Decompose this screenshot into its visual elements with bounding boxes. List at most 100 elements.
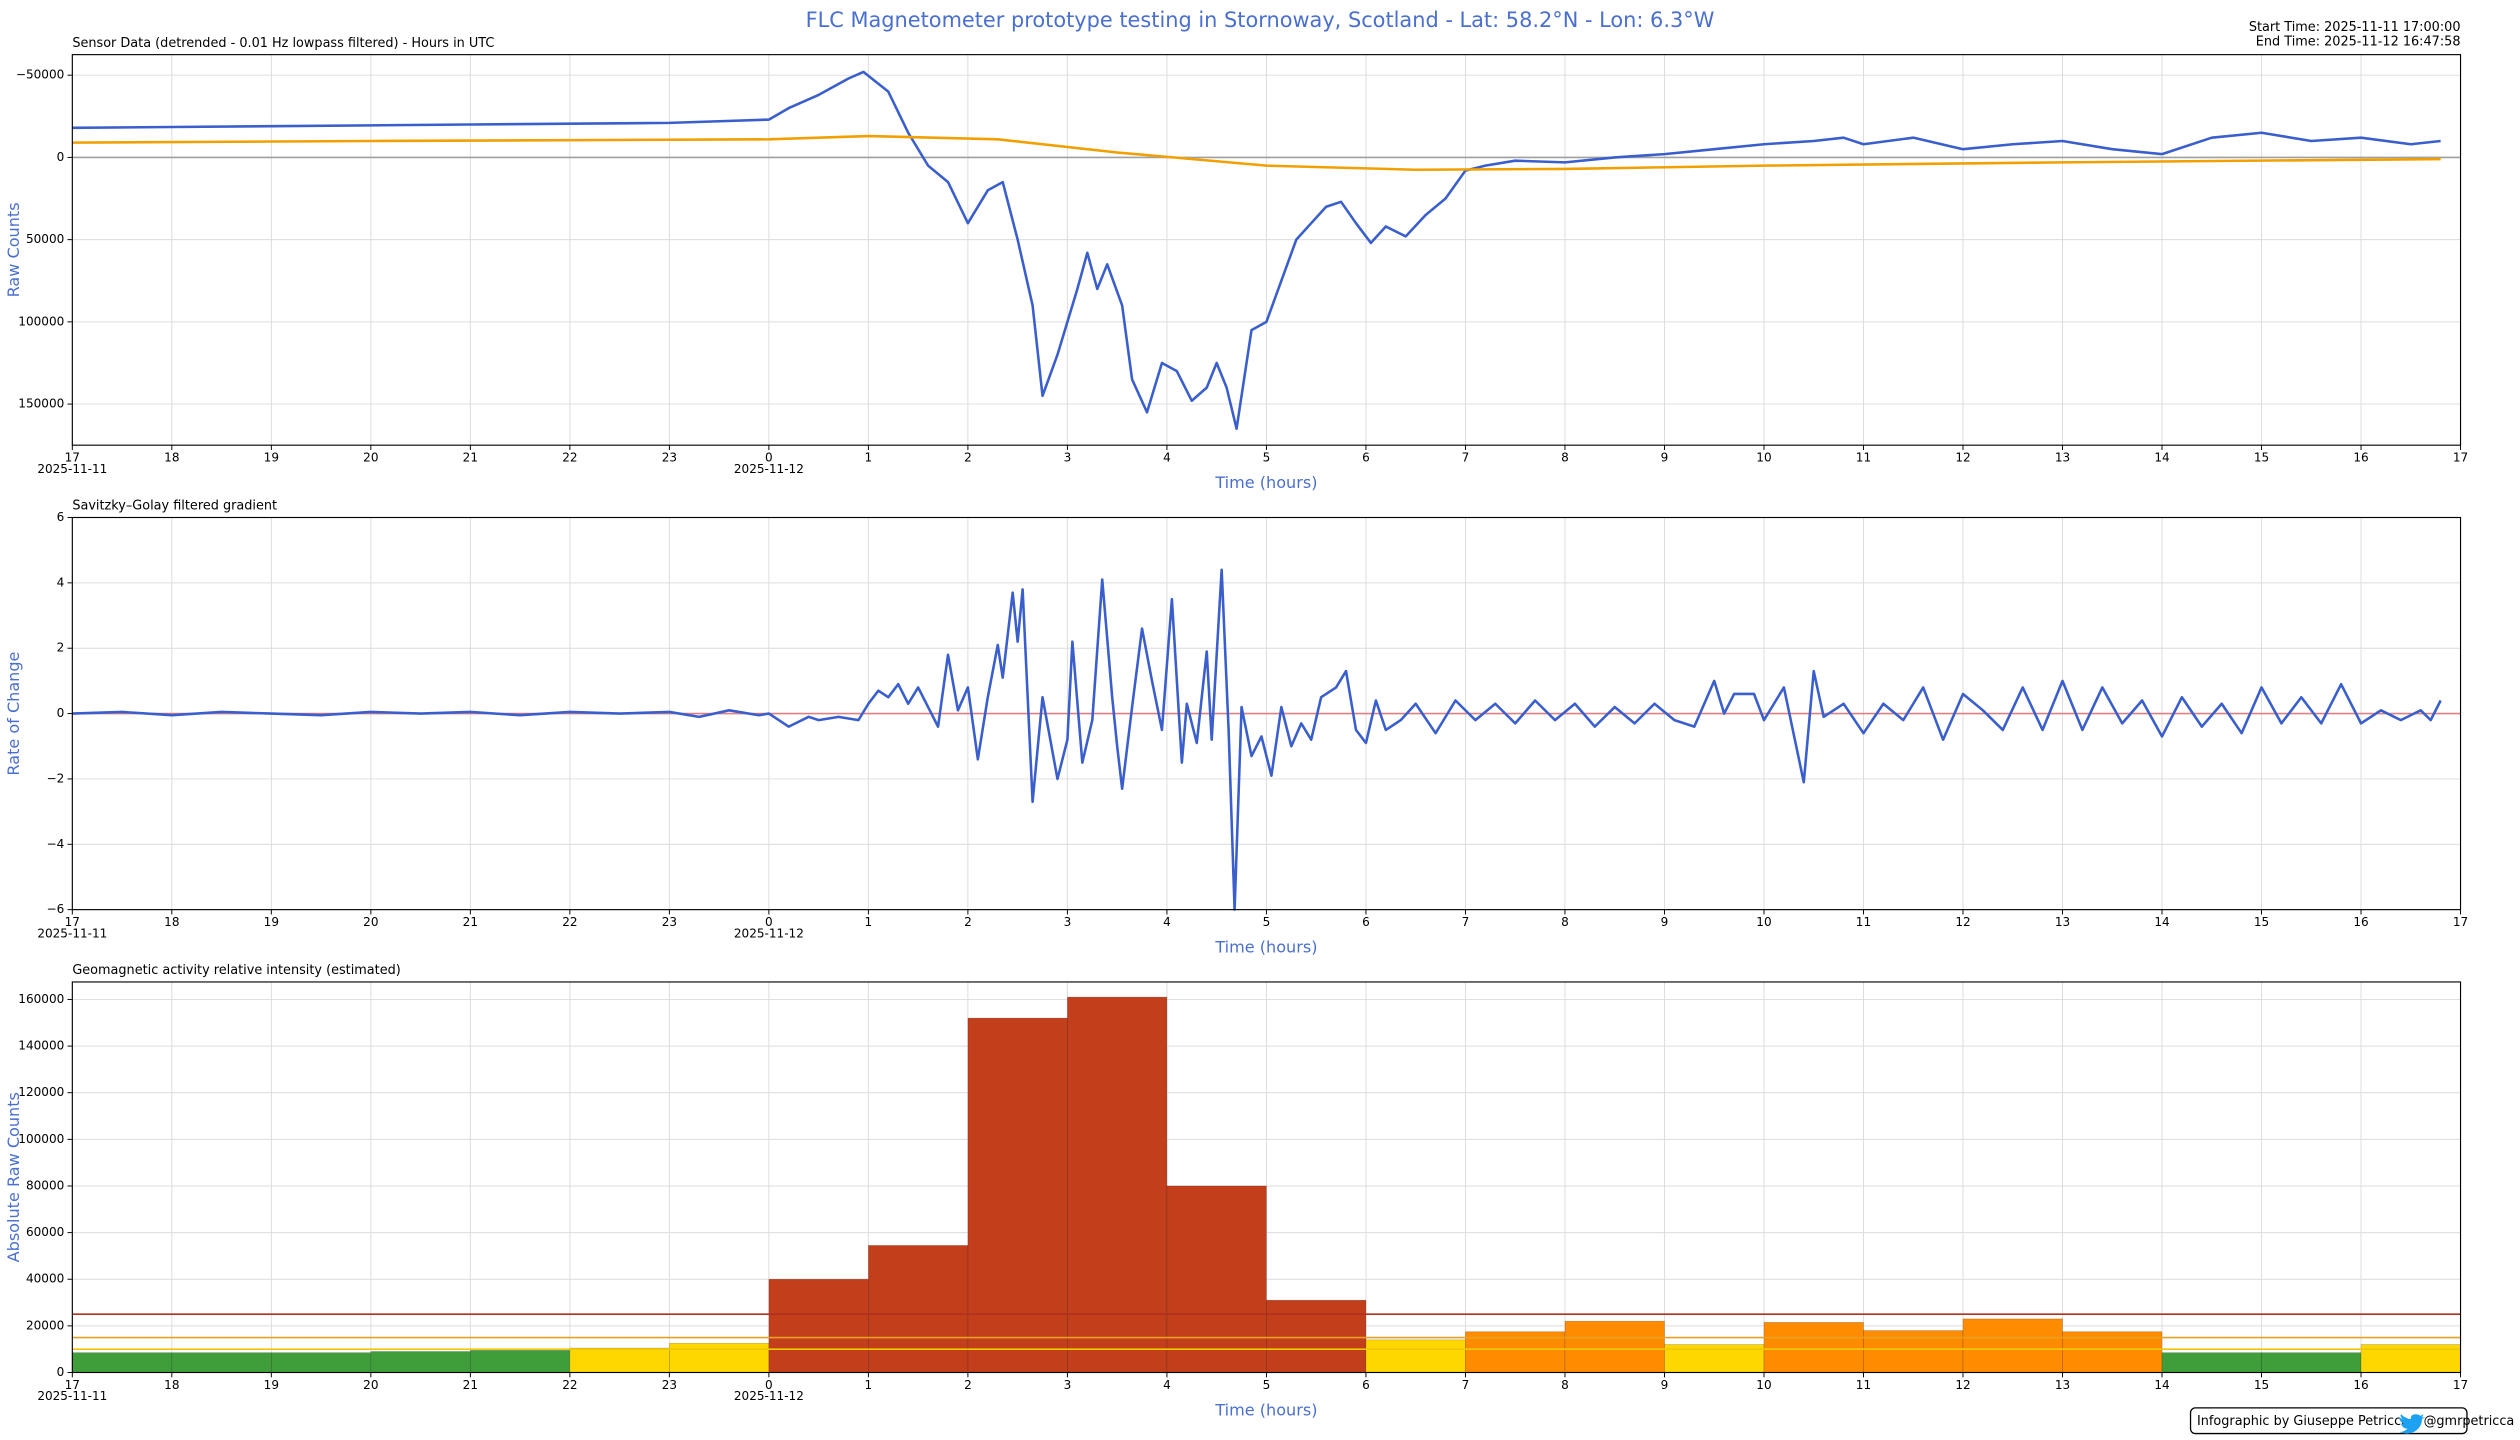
x-tick-label: 11	[1856, 1378, 1871, 1392]
x-tick-label: 17	[2453, 451, 2468, 465]
y-tick-label: 50000	[26, 232, 64, 246]
x-tick-label: 6	[1362, 915, 1370, 929]
date-label: 2025-11-11	[37, 926, 107, 940]
y-tick-label: 2	[57, 641, 65, 655]
x-tick-label: 7	[1462, 915, 1470, 929]
bar	[1962, 1318, 2063, 1373]
y-axis-label: Rate of Change	[4, 651, 23, 775]
date-label: 2025-11-11	[37, 1389, 107, 1403]
x-tick-label: 14	[2154, 915, 2169, 929]
x-tick-label: 17	[2453, 915, 2468, 929]
y-tick-label: 4	[57, 575, 65, 589]
y-tick-label: 0	[57, 1365, 65, 1379]
end-time: End Time: 2025-11-12 16:47:58	[2256, 34, 2461, 49]
plot-frame	[71, 981, 2462, 1374]
bar	[669, 1343, 770, 1373]
date-label: 2025-11-12	[734, 462, 804, 476]
y-tick-label: 100000	[18, 314, 64, 328]
bar	[271, 1352, 372, 1373]
y-tick-label: 80000	[26, 1178, 64, 1192]
x-tick-label: 8	[1561, 1378, 1569, 1392]
x-tick-label: 5	[1263, 1378, 1271, 1392]
x-tick-label: 1	[865, 451, 873, 465]
x-tick-label: 6	[1362, 1378, 1370, 1392]
y-tick-label: −50000	[16, 68, 64, 82]
subtitle: Sensor Data (detrended - 0.01 Hz lowpass…	[72, 36, 494, 51]
x-tick-label: 9	[1661, 915, 1669, 929]
bar	[1365, 1339, 1466, 1373]
x-tick-label: 19	[264, 1378, 279, 1392]
bar	[1166, 1185, 1267, 1373]
x-tick-label: 20	[363, 451, 378, 465]
x-tick-label: 4	[1163, 1378, 1171, 1392]
x-tick-label: 16	[2353, 915, 2368, 929]
credit-box	[2189, 1407, 2468, 1435]
x-tick-label: 2	[964, 915, 972, 929]
title: FLC Magnetometer prototype testing in St…	[806, 8, 1715, 32]
x-tick-label: 23	[662, 915, 677, 929]
x-tick-label: 6	[1362, 451, 1370, 465]
x-tick-label: 20	[363, 915, 378, 929]
x-tick-label: 18	[164, 451, 179, 465]
plot-frame	[71, 54, 2462, 446]
x-tick-label: 16	[2353, 1378, 2368, 1392]
y-tick-label: 140000	[18, 1039, 64, 1053]
x-tick-label: 7	[1462, 1378, 1470, 1392]
x-tick-label: 8	[1561, 915, 1569, 929]
data-line	[72, 70, 2441, 431]
x-tick-label: 12	[1955, 1378, 1970, 1392]
bar	[470, 1350, 571, 1373]
x-tick-label: 22	[562, 1378, 577, 1392]
x-tick-label: 14	[2154, 451, 2169, 465]
x-tick-label: 21	[463, 915, 478, 929]
y-tick-label: 150000	[18, 397, 64, 411]
x-tick-label: 21	[463, 451, 478, 465]
subtitle: Savitzky–Golay filtered gradient	[72, 499, 277, 514]
twitter-icon	[2399, 1414, 2426, 1434]
x-tick-label: 17	[65, 451, 80, 465]
x-tick-label: 22	[562, 451, 577, 465]
x-tick-label: 4	[1163, 915, 1171, 929]
start-time: Start Time: 2025-11-11 17:00:00	[2249, 20, 2461, 35]
bar	[2161, 1352, 2262, 1373]
date-label: 2025-11-12	[734, 1389, 804, 1403]
bar	[569, 1347, 670, 1373]
bar	[1564, 1320, 1665, 1373]
y-tick-label: 120000	[18, 1085, 64, 1099]
bar	[1266, 1299, 1367, 1373]
x-tick-label: 19	[264, 451, 279, 465]
date-label: 2025-11-11	[37, 462, 107, 476]
x-tick-label: 18	[164, 1378, 179, 1392]
x-tick-label: 21	[463, 1378, 478, 1392]
x-tick-label: 4	[1163, 451, 1171, 465]
bar	[1067, 996, 1168, 1373]
bar	[171, 1352, 272, 1373]
x-tick-label: 10	[1756, 1378, 1771, 1392]
bar	[2062, 1331, 2163, 1373]
x-tick-label: 19	[264, 915, 279, 929]
bar	[868, 1245, 969, 1373]
x-tick-label: 0	[765, 915, 773, 929]
bar	[370, 1351, 471, 1373]
data-line	[72, 568, 2442, 911]
x-tick-label: 3	[1064, 1378, 1072, 1392]
y-tick-label: 40000	[26, 1272, 64, 1286]
x-tick-label: 13	[2055, 915, 2070, 929]
x-tick-label: 15	[2254, 451, 2269, 465]
x-tick-label: 23	[662, 1378, 677, 1392]
y-tick-label: 0	[57, 706, 65, 720]
x-tick-label: 12	[1955, 915, 1970, 929]
y-axis-label: Raw Counts	[4, 202, 23, 297]
x-tick-label: 0	[765, 1378, 773, 1392]
x-tick-label: 5	[1263, 915, 1271, 929]
x-tick-label: 17	[2453, 1378, 2468, 1392]
y-tick-label: 6	[57, 510, 65, 524]
y-tick-label: 100000	[18, 1132, 64, 1146]
bar	[768, 1278, 869, 1373]
credit: Infographic by Giuseppe Petricca	[2197, 1414, 2409, 1429]
x-tick-label: 10	[1756, 915, 1771, 929]
x-tick-label: 2	[964, 1378, 972, 1392]
x-tick-label: 0	[765, 451, 773, 465]
data-line	[72, 134, 2441, 172]
